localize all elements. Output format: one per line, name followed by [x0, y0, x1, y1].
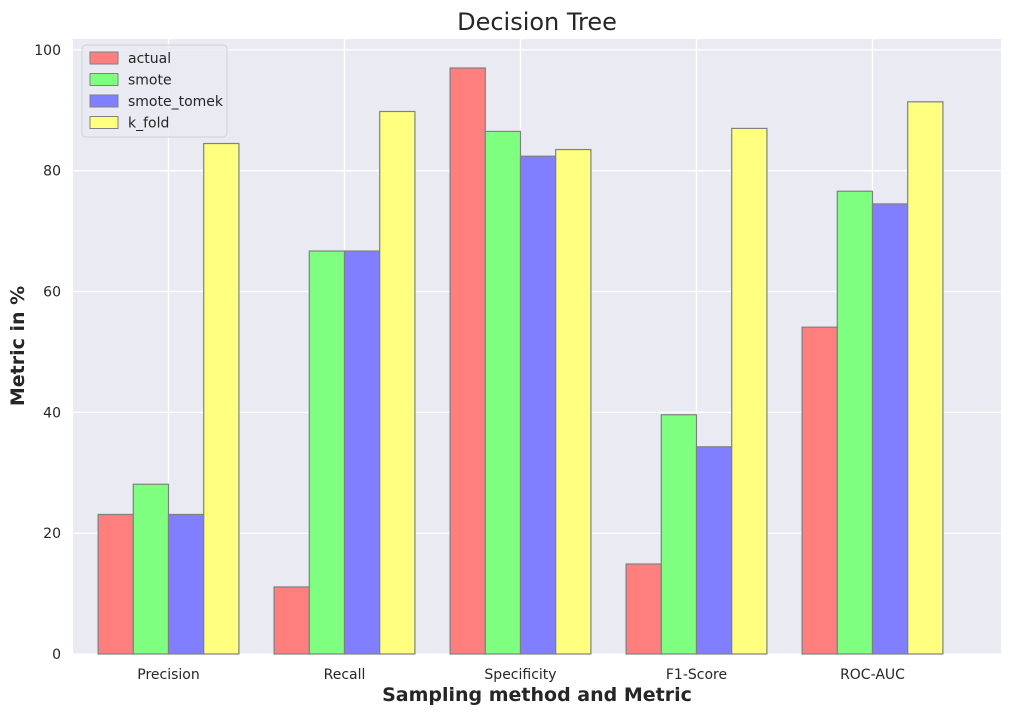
bar-k_fold [731, 127, 768, 655]
y-tick-label: 0 [52, 647, 61, 663]
legend-swatch-smote_tomek [89, 94, 119, 108]
x-tick-label: Specificity [484, 667, 556, 683]
y-tick-label: 20 [43, 526, 61, 542]
bar-actual [97, 513, 134, 655]
bar-smote_tomek [343, 250, 381, 655]
x-tick-label: ROC-AUC [840, 667, 905, 683]
legend: actual smote smote_tomek k_fold [81, 44, 228, 138]
legend-label-smote_tomek: smote_tomek [128, 94, 224, 110]
y-tick-label: 40 [43, 405, 61, 421]
y-axis-label: Metric in % [7, 286, 29, 406]
bar-smote [836, 190, 874, 655]
bar-actual [449, 67, 486, 655]
legend-swatch-k_fold [89, 116, 119, 129]
x-tick-label: Recall [324, 667, 366, 683]
bar-smote_tomek [695, 446, 733, 655]
bar-actual [801, 326, 838, 655]
bar-smote [308, 250, 346, 655]
bars [97, 67, 944, 655]
bar-k_fold [907, 101, 944, 655]
legend-swatch-actual [89, 51, 119, 65]
y-tick-label: 80 [43, 164, 61, 180]
bar-smote [484, 130, 522, 655]
x-axis-label: Sampling method and Metric [382, 684, 692, 706]
y-tick-label: 100 [34, 43, 61, 59]
bar-k_fold [555, 148, 592, 655]
bar-actual [625, 563, 662, 655]
x-tick-label: F1-Score [666, 667, 727, 683]
legend-label-k_fold: k_fold [128, 116, 169, 132]
bar-smote_tomek [871, 203, 909, 655]
bar-k_fold [379, 110, 416, 655]
bar-smote [660, 414, 698, 655]
legend-swatch-smote [89, 73, 119, 86]
legend-label-smote: smote [128, 73, 172, 89]
bar-smote_tomek [167, 513, 205, 655]
chart-title: Decision Tree [457, 8, 617, 36]
y-tick-label: 60 [43, 285, 61, 301]
bar-k_fold [203, 142, 240, 655]
y-tick-labels: 0 20 40 60 80 100 [34, 43, 61, 663]
x-tick-labels: Precision Recall Specificity F1-Score ROC-AU… [137, 667, 905, 683]
bar-smote_tomek [519, 155, 557, 655]
legend-box [81, 44, 228, 138]
bar-smote [132, 483, 170, 655]
x-tick-label: Precision [137, 667, 199, 683]
legend-label-actual: actual [128, 51, 171, 67]
bar-actual [273, 586, 310, 655]
